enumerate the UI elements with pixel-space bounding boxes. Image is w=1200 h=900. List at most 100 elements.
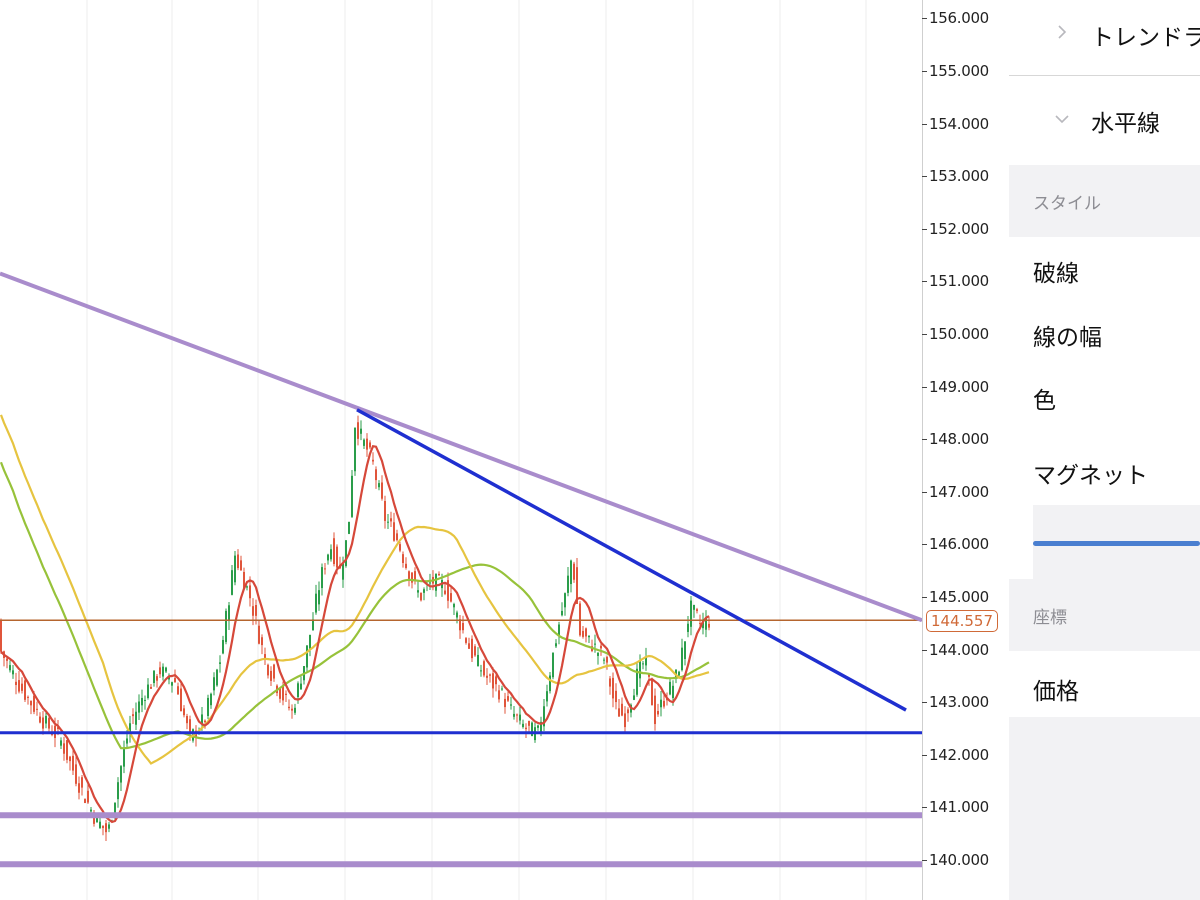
candle-body bbox=[36, 708, 38, 710]
candle-body bbox=[240, 560, 242, 571]
candle-body bbox=[684, 641, 686, 659]
tree-item-horizontal-line[interactable]: 水平線 bbox=[1009, 86, 1200, 156]
slider-track[interactable] bbox=[1033, 541, 1200, 546]
candle-body bbox=[288, 706, 290, 709]
candle-body bbox=[189, 719, 191, 732]
axis-divider bbox=[922, 0, 923, 900]
candle-body bbox=[624, 713, 626, 728]
chart-grid bbox=[86, 0, 867, 900]
candle-body bbox=[270, 670, 272, 681]
candle-body bbox=[471, 638, 473, 659]
price-tick-label: 143.000 bbox=[922, 692, 1009, 712]
candle-body bbox=[408, 571, 410, 581]
candle-body bbox=[9, 665, 11, 671]
candle-body bbox=[483, 661, 485, 676]
candle-body bbox=[387, 521, 389, 523]
candle-body bbox=[309, 634, 311, 649]
candle-body bbox=[123, 749, 125, 767]
prop-line-width[interactable]: 線の幅 bbox=[1009, 304, 1200, 364]
prop-label: 破線 bbox=[1033, 261, 1079, 287]
candle-body bbox=[258, 625, 260, 644]
candle-body bbox=[231, 570, 233, 595]
candle-body bbox=[489, 674, 491, 676]
candle-body bbox=[495, 676, 497, 685]
resistance-trendline bbox=[0, 271, 922, 623]
candle-series bbox=[0, 415, 710, 841]
tree-item-trendline[interactable]: トレンドラ bbox=[1009, 0, 1200, 70]
candle-body bbox=[126, 738, 128, 744]
candle-body bbox=[519, 714, 521, 721]
price-tick-label: 156.000 bbox=[922, 8, 1009, 28]
candle-body bbox=[150, 686, 152, 689]
candle-body bbox=[573, 563, 575, 580]
candle-body bbox=[558, 624, 560, 635]
chevron-right-icon bbox=[1058, 25, 1067, 39]
magnet-slider[interactable] bbox=[1033, 505, 1200, 579]
candle-body bbox=[318, 590, 320, 605]
candle-body bbox=[498, 690, 500, 700]
candle-body bbox=[279, 688, 281, 699]
candle-body bbox=[627, 709, 629, 714]
prop-magnet[interactable]: マグネット bbox=[1009, 442, 1200, 502]
descending-trendline bbox=[356, 408, 907, 712]
last-price-label: 144.557 bbox=[926, 610, 998, 632]
prop-label: 線の幅 bbox=[1033, 325, 1102, 351]
candle-body bbox=[312, 619, 314, 631]
price-tick-label: 147.000 bbox=[922, 482, 1009, 502]
candle-body bbox=[144, 699, 146, 701]
candle-body bbox=[108, 824, 110, 829]
candle-body bbox=[474, 646, 476, 656]
candle-body bbox=[84, 799, 86, 803]
candle-body bbox=[663, 700, 665, 707]
candle-body bbox=[564, 593, 566, 608]
candle-body bbox=[600, 645, 602, 649]
divider bbox=[1009, 75, 1200, 76]
candle-body bbox=[330, 549, 332, 560]
candle-body bbox=[423, 589, 425, 593]
moving-averages bbox=[0, 414, 710, 824]
drawn-lines bbox=[0, 271, 922, 868]
candle-body bbox=[606, 656, 608, 663]
price-tick-label: 142.000 bbox=[922, 745, 1009, 765]
candle-body bbox=[99, 821, 101, 828]
candle-body bbox=[480, 670, 482, 672]
candle-body bbox=[207, 697, 209, 716]
candle-body bbox=[678, 671, 680, 676]
candle-body bbox=[234, 555, 236, 583]
candle-body bbox=[405, 563, 407, 568]
candle-body bbox=[183, 708, 185, 716]
candle-body bbox=[429, 582, 431, 584]
candle-body bbox=[384, 500, 386, 521]
price-tick-label: 151.000 bbox=[922, 271, 1009, 291]
candle-body bbox=[42, 717, 44, 729]
candle-body bbox=[357, 422, 359, 439]
candle-body bbox=[567, 575, 569, 593]
candle-body bbox=[363, 439, 365, 446]
candle-body bbox=[285, 693, 287, 696]
price-chart[interactable] bbox=[0, 0, 922, 900]
candle-body bbox=[555, 643, 557, 647]
candle-body bbox=[348, 521, 350, 534]
candle-body bbox=[171, 682, 173, 686]
candle-body bbox=[30, 700, 32, 706]
prop-dashed[interactable]: 破線 bbox=[1009, 240, 1200, 300]
candle-body bbox=[147, 684, 149, 699]
candle-body bbox=[282, 685, 284, 701]
candle-body bbox=[588, 635, 590, 638]
prop-price[interactable]: 価格 bbox=[1009, 658, 1200, 718]
candle-body bbox=[102, 825, 104, 829]
ma-slow-line bbox=[0, 461, 710, 750]
candle-body bbox=[516, 714, 518, 716]
candle-body bbox=[6, 658, 8, 661]
candle-body bbox=[180, 688, 182, 712]
candle-body bbox=[315, 593, 317, 613]
chart-area[interactable] bbox=[0, 0, 922, 900]
candle-body bbox=[27, 696, 29, 698]
price-axis[interactable]: 156.000 155.000 154.000 153.000 152.000 151.0… bbox=[922, 0, 1009, 900]
candle-body bbox=[654, 695, 656, 725]
prop-color[interactable]: 色 bbox=[1009, 367, 1200, 427]
price-tick-label: 140.000 bbox=[922, 850, 1009, 870]
candle-body bbox=[594, 643, 596, 645]
candle-body bbox=[264, 654, 266, 659]
candle-body bbox=[63, 743, 65, 754]
